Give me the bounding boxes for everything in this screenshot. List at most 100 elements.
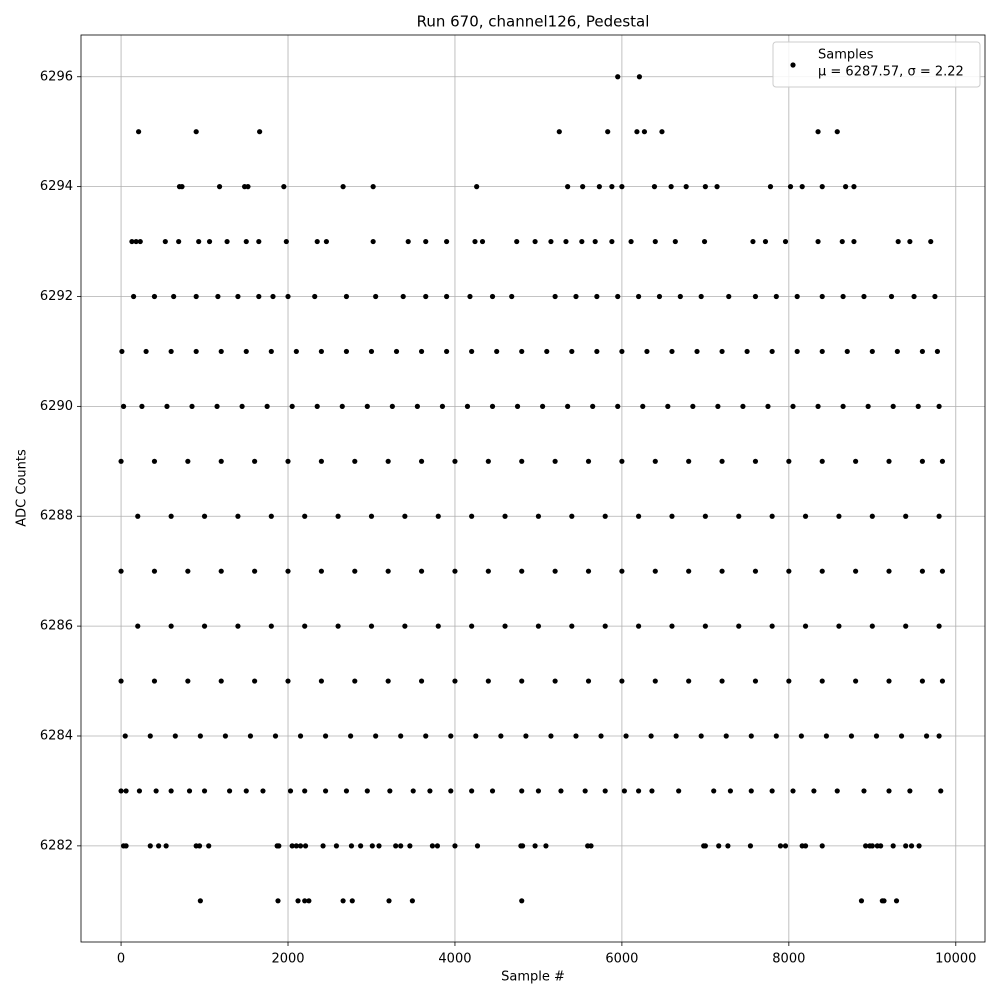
- point: [565, 403, 571, 409]
- point: [928, 238, 934, 245]
- point: [719, 458, 725, 464]
- point: [368, 623, 375, 629]
- x-tick-label: 4000: [438, 952, 471, 967]
- point: [448, 733, 454, 739]
- y-tick-label: 6286: [40, 619, 73, 634]
- point: [514, 238, 520, 245]
- point: [163, 843, 169, 849]
- point: [264, 403, 270, 409]
- point: [609, 184, 615, 190]
- point: [247, 733, 254, 739]
- point: [196, 238, 202, 245]
- point: [535, 788, 542, 794]
- point: [297, 733, 304, 739]
- point: [634, 129, 640, 135]
- point: [201, 788, 208, 794]
- legend: Samples μ = 6287.57, σ = 2.22: [772, 41, 981, 88]
- x-tick-label: 2000: [271, 952, 304, 967]
- point: [787, 184, 794, 190]
- point: [641, 129, 648, 135]
- point: [723, 733, 729, 739]
- point: [385, 678, 391, 684]
- point: [819, 678, 825, 684]
- point: [402, 513, 408, 519]
- point: [844, 348, 850, 355]
- point: [585, 568, 592, 574]
- point: [563, 238, 569, 245]
- point: [136, 788, 143, 794]
- point: [873, 733, 880, 739]
- point: [769, 788, 775, 794]
- point: [932, 293, 938, 300]
- point: [552, 458, 558, 464]
- point: [558, 788, 564, 794]
- point: [519, 458, 525, 464]
- point: [320, 843, 326, 849]
- point: [156, 843, 162, 849]
- point: [256, 293, 262, 300]
- point: [435, 513, 441, 519]
- point: [519, 678, 525, 684]
- point: [585, 678, 592, 684]
- point: [815, 403, 821, 409]
- point: [894, 348, 900, 355]
- point: [452, 843, 458, 849]
- point: [135, 623, 141, 629]
- point: [153, 788, 159, 794]
- point: [736, 623, 742, 629]
- point: [702, 513, 708, 519]
- point: [243, 348, 249, 355]
- point: [840, 293, 846, 300]
- point: [919, 348, 925, 355]
- point: [569, 513, 575, 519]
- point: [485, 458, 491, 464]
- point: [197, 733, 203, 739]
- point: [911, 293, 917, 300]
- point: [289, 403, 295, 409]
- point: [915, 403, 921, 409]
- point: [235, 513, 241, 519]
- point: [543, 843, 549, 849]
- plot-frame: [80, 34, 986, 943]
- point: [147, 843, 153, 849]
- point: [418, 568, 425, 574]
- point: [719, 678, 725, 684]
- point: [398, 843, 404, 849]
- point: [514, 403, 521, 409]
- point: [869, 513, 875, 519]
- point: [886, 678, 892, 684]
- point: [252, 678, 258, 684]
- point: [289, 843, 295, 849]
- point: [519, 898, 525, 904]
- point: [668, 184, 674, 190]
- point: [552, 678, 558, 684]
- point: [750, 238, 756, 245]
- point: [672, 238, 678, 245]
- point: [352, 678, 358, 684]
- points: [118, 74, 946, 904]
- y-tick-label: 6284: [40, 728, 73, 743]
- point: [206, 843, 212, 849]
- point: [886, 568, 892, 574]
- point: [923, 733, 930, 739]
- point: [702, 623, 708, 629]
- point: [348, 733, 354, 739]
- point: [552, 568, 558, 574]
- point: [473, 733, 479, 739]
- point: [137, 238, 143, 245]
- point: [123, 788, 129, 794]
- point: [373, 293, 379, 300]
- point: [619, 458, 625, 464]
- point: [349, 898, 355, 904]
- point: [919, 458, 925, 464]
- point: [635, 623, 642, 629]
- point: [147, 733, 153, 739]
- point: [387, 788, 393, 794]
- point: [898, 733, 905, 739]
- point: [701, 238, 708, 245]
- point: [293, 843, 299, 849]
- point: [196, 843, 203, 849]
- point: [580, 184, 586, 190]
